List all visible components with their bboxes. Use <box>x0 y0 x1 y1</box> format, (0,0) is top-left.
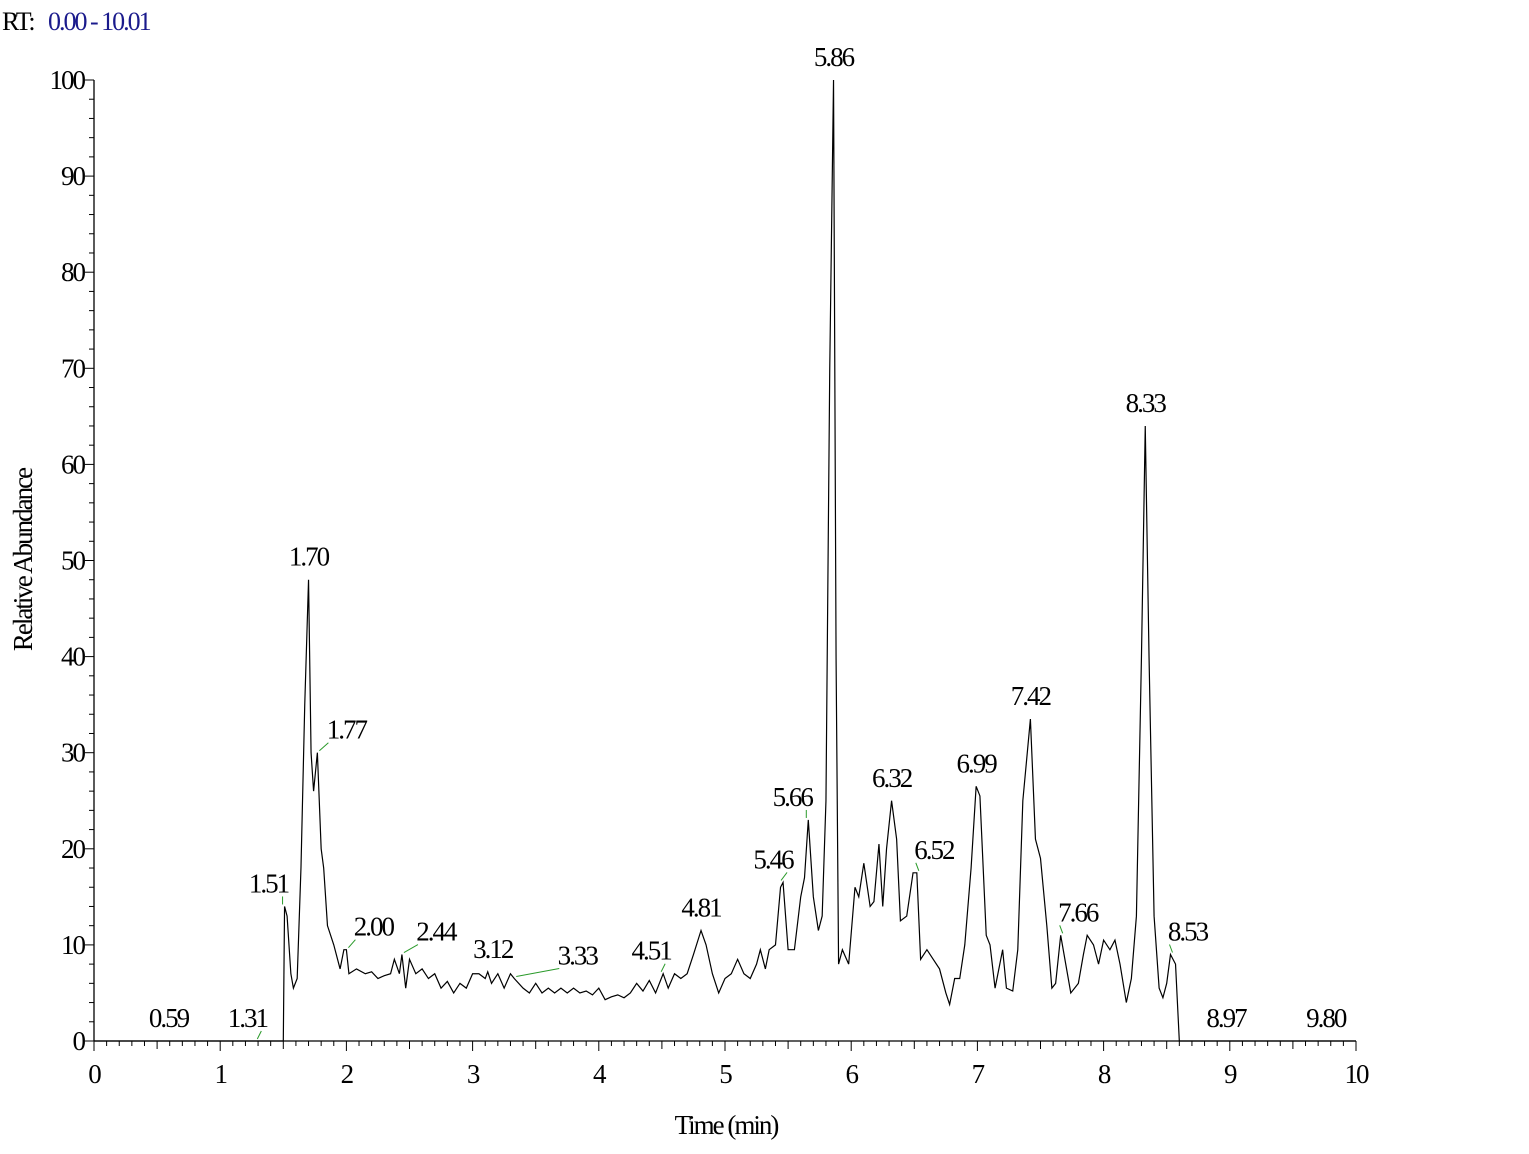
x-tick-label: 3 <box>467 1059 480 1089</box>
y-tick-label: 30 <box>61 738 86 768</box>
x-axis-title: Time (min) <box>675 1110 779 1140</box>
peak-label: 6.99 <box>957 748 998 778</box>
peak-label: 1.31 <box>228 1003 268 1033</box>
label-leader <box>256 1030 262 1040</box>
x-tick-label: 4 <box>593 1059 607 1089</box>
y-tick-label: 60 <box>61 449 86 479</box>
peak-label: 1.77 <box>327 715 368 745</box>
x-tick-label: 8 <box>1098 1059 1111 1089</box>
x-tick-label: 7 <box>972 1059 985 1089</box>
peak-label: 9.80 <box>1306 1003 1347 1033</box>
peak-label: 7.66 <box>1058 897 1099 927</box>
x-tick-label: 9 <box>1224 1059 1237 1089</box>
x-tick-label: 6 <box>845 1059 858 1089</box>
label-leader <box>915 862 920 872</box>
peak-label: 2.00 <box>354 912 395 942</box>
rt-label: RT: <box>2 7 34 36</box>
y-axis-title: Relative Abundance <box>8 467 38 651</box>
peak-label: 8.33 <box>1126 388 1167 418</box>
y-tick-label: 80 <box>61 257 86 287</box>
peak-label: 3.33 <box>558 941 599 971</box>
trace <box>94 79 1356 1042</box>
y-tick-label: 90 <box>61 161 86 191</box>
peak-label: 5.86 <box>814 42 855 72</box>
label-leader <box>660 963 666 972</box>
y-tick-label: 10 <box>61 930 86 960</box>
label-leader <box>348 939 356 949</box>
y-tick-label: 40 <box>61 642 86 672</box>
x-tick-label: 1 <box>214 1059 226 1089</box>
label-leader <box>319 742 329 752</box>
peak-label: 7.42 <box>1011 681 1052 711</box>
peak-label: 4.81 <box>681 892 721 922</box>
y-tick-label: 100 <box>50 65 86 95</box>
peak-label: 5.66 <box>773 782 814 812</box>
peak-label: 5.46 <box>753 844 794 874</box>
label-leader <box>403 944 419 953</box>
peak-label: 1.70 <box>289 542 330 572</box>
y-tick-label: 50 <box>61 546 86 576</box>
label-leader <box>1169 944 1173 953</box>
peak-label: 3.12 <box>473 934 514 964</box>
label-leader <box>1059 925 1064 934</box>
label-leader <box>780 872 788 881</box>
peak-label: 4.51 <box>632 936 672 966</box>
peak-label: 0.59 <box>149 1003 190 1033</box>
peak-label: 6.32 <box>872 763 913 793</box>
y-tick-label: 0 <box>73 1026 86 1056</box>
y-tick-label: 20 <box>61 834 86 864</box>
peak-label: 6.52 <box>914 835 955 865</box>
x-tick-label: 0 <box>88 1059 101 1089</box>
x-tick-label: 10 <box>1345 1059 1370 1089</box>
peak-label: 2.44 <box>416 917 458 947</box>
rt-range: 0.00 - 10.01 <box>48 7 151 36</box>
x-tick-label: 5 <box>719 1059 732 1089</box>
peak-label: 8.97 <box>1206 1003 1247 1033</box>
y-tick-label: 70 <box>61 353 86 383</box>
peak-label: 8.53 <box>1168 917 1209 947</box>
peak-label: 1.51 <box>249 868 289 898</box>
x-tick-label: 2 <box>341 1059 354 1089</box>
label-leader <box>516 968 560 978</box>
